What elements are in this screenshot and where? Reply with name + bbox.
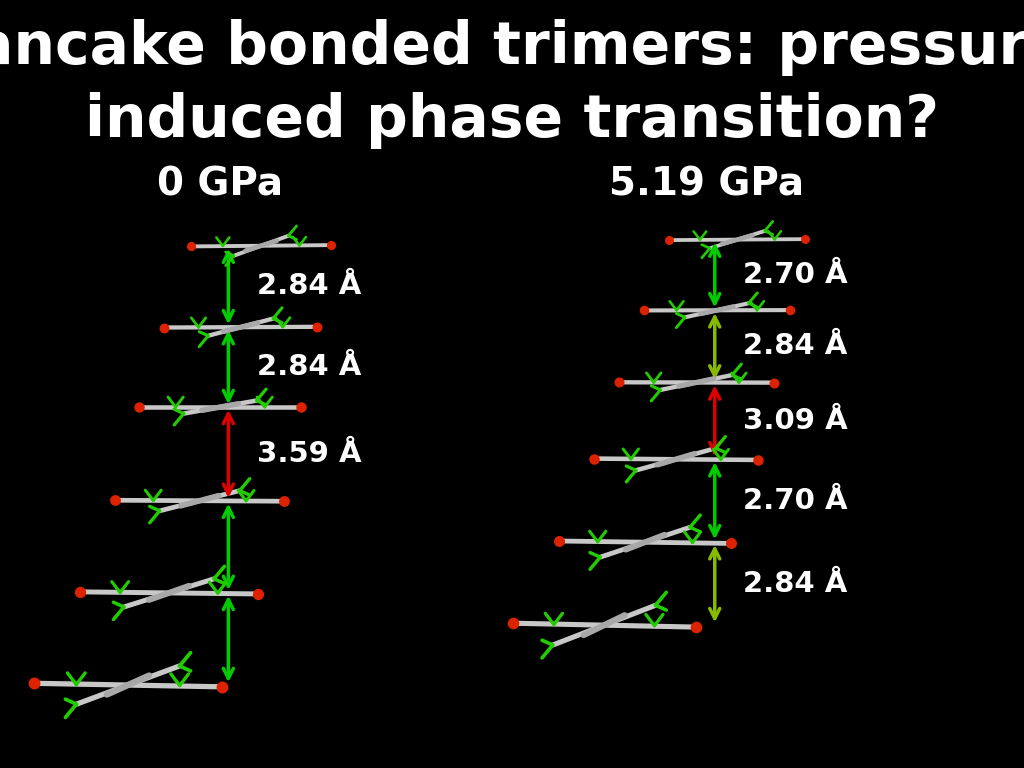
Text: 2.84 Å: 2.84 Å bbox=[743, 570, 848, 598]
Text: 2.70 Å: 2.70 Å bbox=[743, 261, 848, 289]
Text: 3.09 Å: 3.09 Å bbox=[743, 407, 848, 435]
Text: Pancake bonded trimers: pressure-: Pancake bonded trimers: pressure- bbox=[0, 19, 1024, 76]
Text: 5.19 GPa: 5.19 GPa bbox=[609, 165, 804, 204]
Text: 0 GPa: 0 GPa bbox=[157, 165, 284, 204]
Text: 2.70 Å: 2.70 Å bbox=[743, 487, 848, 515]
Text: 2.84 Å: 2.84 Å bbox=[257, 353, 361, 381]
Text: 2.84 Å: 2.84 Å bbox=[257, 273, 361, 300]
Text: induced phase transition?: induced phase transition? bbox=[85, 92, 939, 149]
Text: 3.59 Å: 3.59 Å bbox=[257, 440, 361, 468]
Text: 2.84 Å: 2.84 Å bbox=[743, 333, 848, 360]
